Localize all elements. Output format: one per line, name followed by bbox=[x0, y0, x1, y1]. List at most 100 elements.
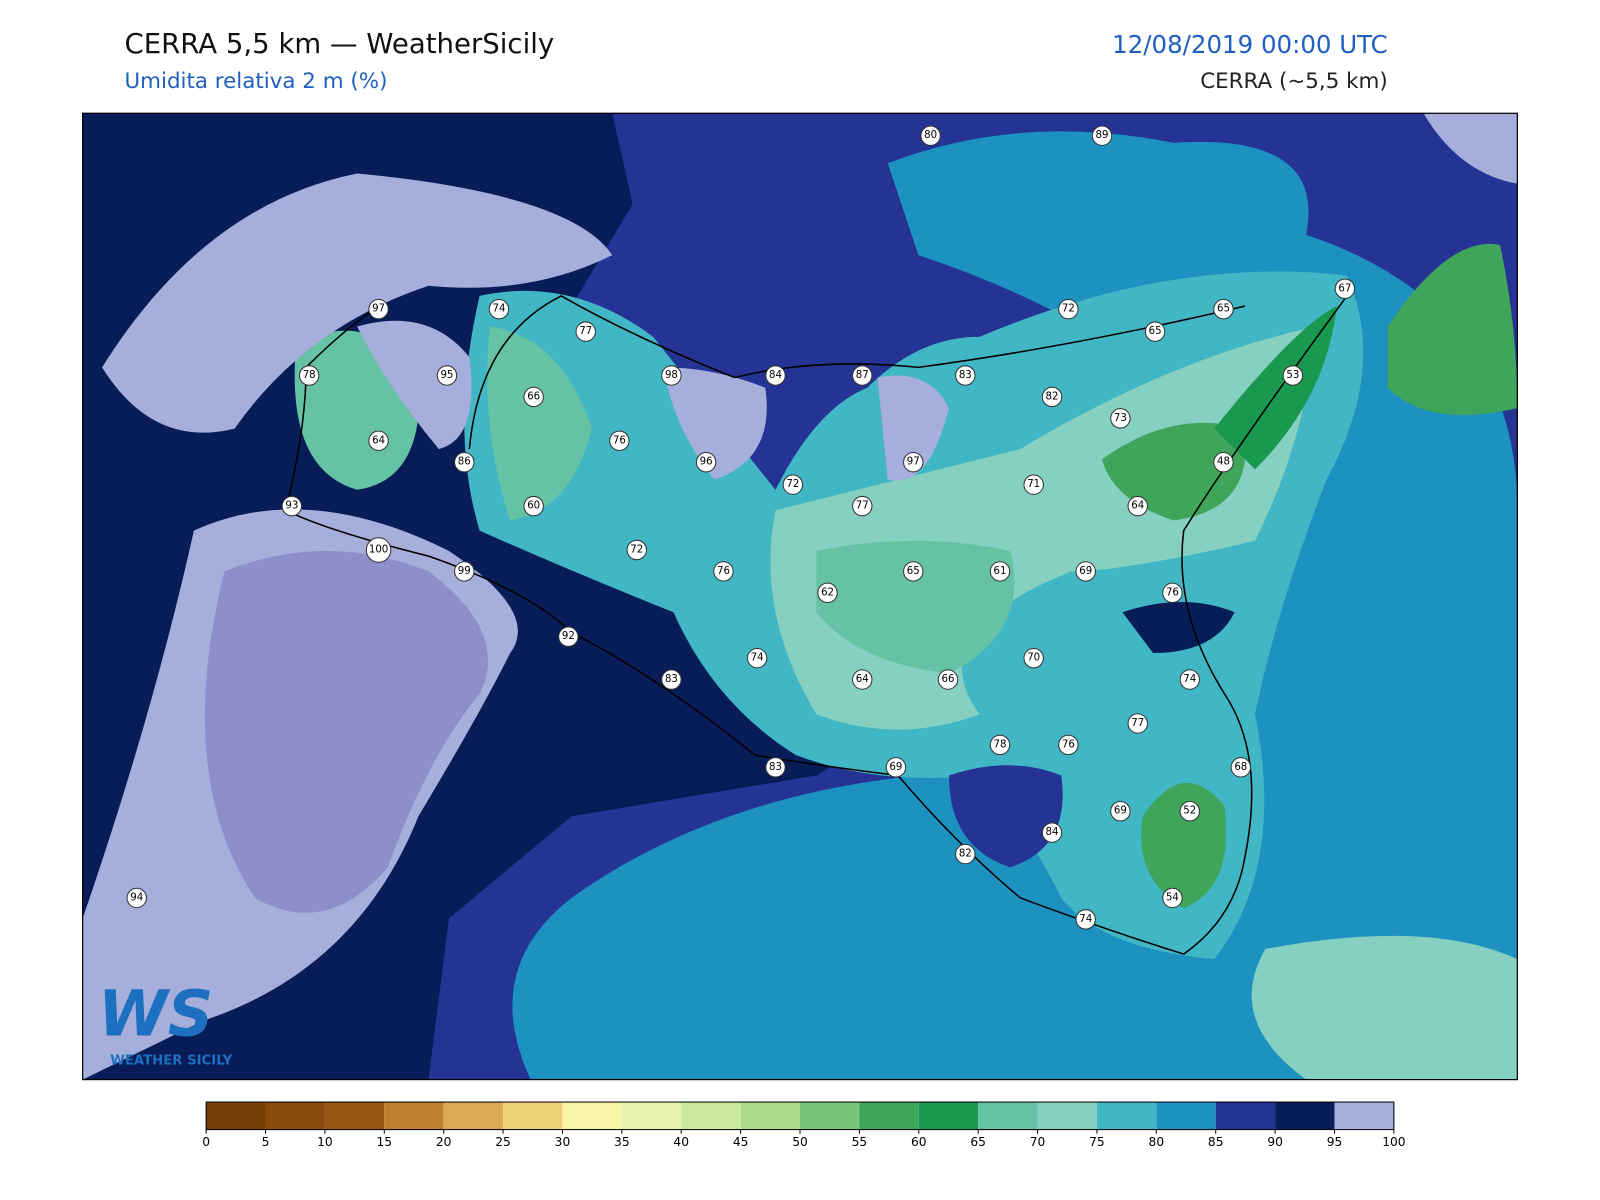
station-marker bbox=[1023, 647, 1044, 669]
colorbar-segment bbox=[1334, 1102, 1394, 1130]
colorbar-segment bbox=[1156, 1102, 1216, 1130]
station-value: 74 bbox=[1079, 914, 1092, 925]
station-marker bbox=[920, 125, 941, 146]
station-value: 73 bbox=[1114, 413, 1127, 424]
station-marker bbox=[488, 298, 510, 320]
colorbar-segment bbox=[621, 1102, 682, 1130]
station-value: 95 bbox=[440, 370, 453, 381]
logo-initials: WS bbox=[98, 977, 213, 1051]
station-value: 72 bbox=[1062, 304, 1075, 315]
station-marker bbox=[1144, 321, 1166, 342]
station-marker bbox=[436, 365, 458, 386]
station-marker bbox=[903, 452, 924, 473]
station-marker bbox=[1023, 474, 1044, 495]
station-marker bbox=[765, 365, 786, 386]
station-value: 83 bbox=[769, 762, 782, 773]
station-marker bbox=[1075, 909, 1096, 930]
station-value: 76 bbox=[717, 566, 730, 577]
colorbar-tick-label: 70 bbox=[1030, 1135, 1046, 1149]
station-marker bbox=[1179, 669, 1200, 690]
station-marker bbox=[1058, 298, 1079, 320]
station-value: 62 bbox=[821, 587, 834, 598]
colorbar-segment bbox=[1096, 1102, 1157, 1130]
colorbar-tick-label: 0 bbox=[202, 1135, 210, 1149]
colorbar-segment bbox=[1037, 1102, 1097, 1130]
station-value: 69 bbox=[889, 762, 902, 773]
station-value: 97 bbox=[907, 457, 920, 468]
station-marker bbox=[1091, 125, 1113, 146]
station-value: 82 bbox=[959, 849, 972, 860]
station-value: 65 bbox=[907, 566, 920, 577]
station-value: 89 bbox=[1096, 130, 1109, 141]
station-marker bbox=[1213, 452, 1234, 473]
station-marker bbox=[1179, 801, 1200, 822]
date: 12/08/2019 00:00 UTC bbox=[1112, 30, 1388, 59]
station-value: 78 bbox=[994, 739, 1007, 750]
station-value: 86 bbox=[458, 457, 471, 468]
station-value: 84 bbox=[769, 370, 782, 381]
station-marker bbox=[1110, 801, 1131, 822]
title: CERRA 5,5 km — WeatherSicily bbox=[124, 28, 554, 60]
station-value: 69 bbox=[1079, 566, 1092, 577]
map-frame bbox=[82, 112, 1518, 1081]
station-value: 97 bbox=[372, 304, 385, 315]
station-value: 87 bbox=[856, 370, 869, 381]
station-marker bbox=[1058, 734, 1079, 756]
station-marker bbox=[713, 561, 734, 582]
station-marker bbox=[903, 561, 924, 582]
colorbar-tick-label: 90 bbox=[1267, 1135, 1283, 1149]
station-value: 66 bbox=[527, 391, 540, 402]
station-value: 77 bbox=[856, 501, 869, 512]
station-marker bbox=[523, 386, 544, 408]
station-marker bbox=[626, 539, 647, 561]
station-value: 83 bbox=[959, 370, 972, 381]
colorbar-tick-label: 50 bbox=[792, 1135, 808, 1149]
station-value: 48 bbox=[1217, 457, 1230, 468]
colorbar-tick-label: 65 bbox=[970, 1135, 986, 1149]
station-marker bbox=[1162, 582, 1183, 604]
colorbar-tick-label: 95 bbox=[1327, 1135, 1343, 1149]
station-value: 52 bbox=[1183, 806, 1196, 817]
station-marker bbox=[368, 430, 389, 452]
station-marker bbox=[1041, 822, 1063, 843]
station-value: 84 bbox=[1046, 827, 1059, 838]
map-field bbox=[82, 113, 1518, 1080]
station-value: 77 bbox=[579, 326, 592, 337]
colorbar-tick-label: 5 bbox=[262, 1135, 270, 1149]
colorbar-tick-label: 80 bbox=[1149, 1135, 1165, 1149]
colorbar-segment bbox=[918, 1102, 979, 1130]
model-label: CERRA (~5,5 km) bbox=[1200, 69, 1388, 94]
station-marker bbox=[661, 669, 682, 690]
station-marker bbox=[523, 495, 544, 517]
station-value: 100 bbox=[369, 545, 388, 556]
station-marker bbox=[746, 647, 768, 669]
station-marker bbox=[1041, 386, 1063, 408]
colorbar-tick-label: 100 bbox=[1382, 1135, 1405, 1149]
station-value: 65 bbox=[1149, 326, 1162, 337]
colorbar-tick-label: 15 bbox=[376, 1135, 392, 1149]
station-marker bbox=[368, 298, 389, 320]
station-value: 72 bbox=[630, 545, 643, 556]
station-value: 60 bbox=[527, 501, 540, 512]
station-value: 67 bbox=[1338, 283, 1351, 294]
colorbar-segment bbox=[562, 1102, 622, 1130]
colorbar-tick-label: 45 bbox=[733, 1135, 749, 1149]
station-value: 71 bbox=[1027, 479, 1040, 490]
colorbar-segment bbox=[1215, 1102, 1276, 1130]
station-marker bbox=[1282, 365, 1304, 386]
station-marker bbox=[765, 757, 786, 778]
station-marker bbox=[695, 452, 717, 473]
station-marker bbox=[1110, 408, 1131, 429]
station-value: 74 bbox=[751, 653, 764, 664]
colorbar: 0 5 10 15 20 25 30 35 40 45 50 55 60 65 70 75 80 85 90 95 10… bbox=[202, 1101, 1406, 1149]
station-value: 98 bbox=[665, 370, 678, 381]
station-value: 96 bbox=[700, 457, 713, 468]
station-marker bbox=[1334, 278, 1356, 299]
station-marker bbox=[782, 474, 804, 495]
station-marker bbox=[852, 669, 873, 690]
station-value: 76 bbox=[613, 435, 626, 446]
colorbar-tick-label: 30 bbox=[555, 1135, 571, 1149]
station-value: 80 bbox=[924, 130, 937, 141]
station-marker bbox=[1127, 713, 1148, 734]
